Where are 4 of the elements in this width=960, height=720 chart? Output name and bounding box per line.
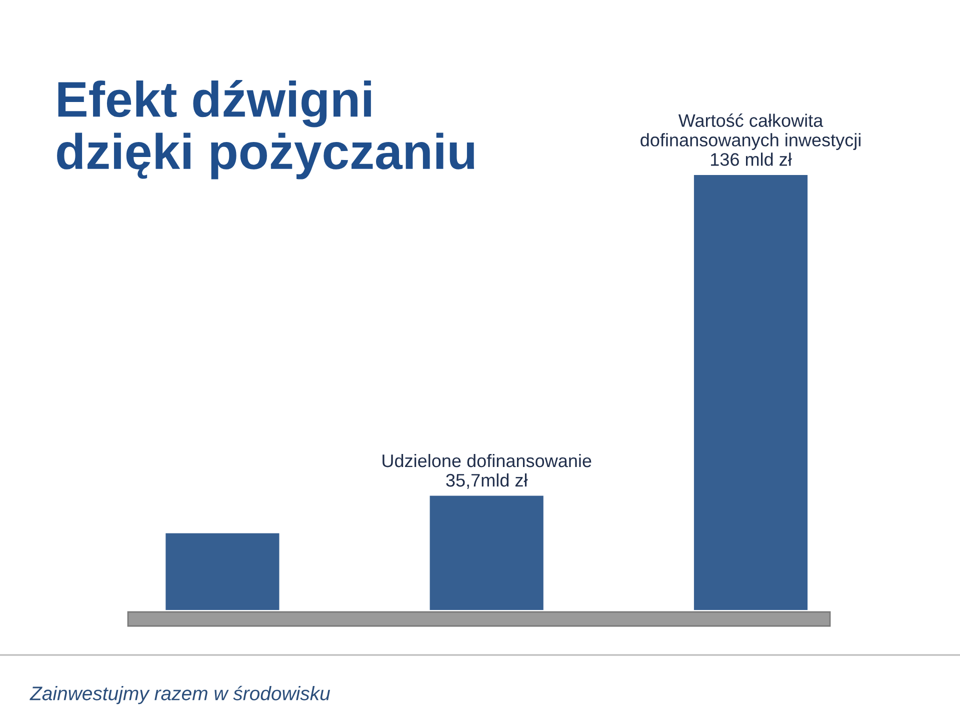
data-label: Wartość całkowita dofinansowanych inwestycji 136 mld zł [640,114,860,166]
text: Zainwestujmy razem w środowisku [30,686,330,704]
chart-title: Efekt dźwigni dzięki pożyczaniu [57,80,474,180]
data-label: Udzielone dofinansowanie 35,7mld zł [382,454,592,489]
